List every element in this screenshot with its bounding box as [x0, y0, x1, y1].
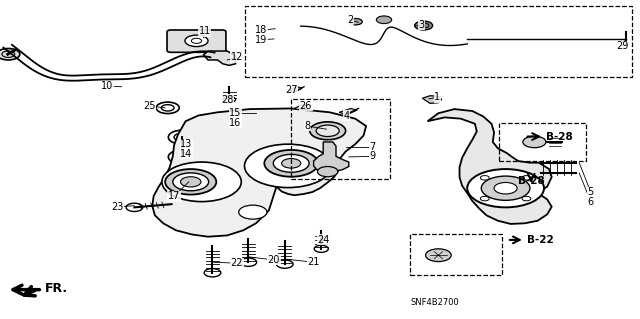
Circle shape — [162, 162, 241, 202]
Circle shape — [494, 182, 517, 194]
Polygon shape — [204, 51, 236, 65]
Circle shape — [522, 175, 531, 180]
Circle shape — [480, 197, 489, 201]
Text: 9: 9 — [369, 151, 376, 161]
Circle shape — [185, 35, 208, 47]
Polygon shape — [339, 108, 357, 115]
Text: 18: 18 — [255, 25, 268, 35]
Text: 22: 22 — [230, 258, 243, 268]
Text: SNF4B2700: SNF4B2700 — [411, 298, 460, 307]
Circle shape — [239, 205, 267, 219]
Bar — [291, 99, 390, 179]
Text: 1: 1 — [434, 92, 440, 102]
Circle shape — [480, 175, 489, 180]
Circle shape — [523, 136, 546, 148]
Polygon shape — [428, 109, 552, 224]
Text: 3: 3 — [418, 20, 424, 30]
Text: B-28: B-28 — [546, 131, 573, 142]
Text: 5: 5 — [588, 187, 594, 197]
Text: 19: 19 — [255, 35, 268, 45]
Circle shape — [273, 154, 309, 172]
Text: 28: 28 — [221, 94, 234, 105]
Text: 21: 21 — [307, 257, 320, 267]
Circle shape — [310, 122, 346, 140]
Bar — [410, 234, 502, 275]
Polygon shape — [314, 142, 349, 172]
Circle shape — [467, 169, 544, 207]
Circle shape — [349, 19, 362, 25]
FancyBboxPatch shape — [167, 30, 226, 52]
Circle shape — [426, 249, 451, 262]
Polygon shape — [294, 105, 307, 110]
Text: B-22: B-22 — [527, 235, 554, 245]
Circle shape — [264, 150, 318, 177]
Circle shape — [173, 173, 209, 191]
Text: 7: 7 — [369, 142, 376, 152]
Circle shape — [376, 16, 392, 24]
Text: 8: 8 — [304, 121, 310, 131]
Text: 11: 11 — [198, 26, 211, 36]
Bar — [499, 123, 586, 161]
Circle shape — [0, 48, 20, 60]
Circle shape — [522, 197, 531, 201]
Text: 4: 4 — [344, 111, 350, 121]
Text: 12: 12 — [230, 52, 243, 63]
Circle shape — [317, 167, 338, 177]
Circle shape — [165, 169, 216, 195]
Text: 24: 24 — [317, 235, 330, 245]
Bar — [245, 6, 632, 77]
Text: 14: 14 — [180, 149, 193, 159]
Polygon shape — [422, 96, 442, 103]
Text: 29: 29 — [616, 41, 628, 51]
Text: 25: 25 — [143, 101, 156, 111]
Text: 2: 2 — [347, 15, 353, 25]
Text: FR.: FR. — [45, 282, 68, 295]
Circle shape — [481, 176, 530, 200]
Circle shape — [316, 125, 339, 137]
Circle shape — [180, 177, 201, 187]
Text: 10: 10 — [101, 81, 114, 91]
Text: 16: 16 — [229, 118, 242, 128]
Circle shape — [282, 159, 301, 168]
Text: 23: 23 — [111, 202, 124, 212]
Polygon shape — [152, 108, 366, 237]
Text: 17: 17 — [168, 191, 180, 201]
Text: 20: 20 — [268, 255, 280, 265]
Circle shape — [415, 21, 433, 30]
Text: 27: 27 — [285, 85, 298, 95]
Text: 6: 6 — [588, 197, 594, 207]
Polygon shape — [289, 87, 302, 93]
Text: 15: 15 — [229, 108, 242, 118]
Circle shape — [244, 144, 332, 188]
Text: 13: 13 — [180, 139, 193, 149]
Text: 26: 26 — [300, 101, 312, 111]
Text: B-28: B-28 — [518, 176, 545, 186]
